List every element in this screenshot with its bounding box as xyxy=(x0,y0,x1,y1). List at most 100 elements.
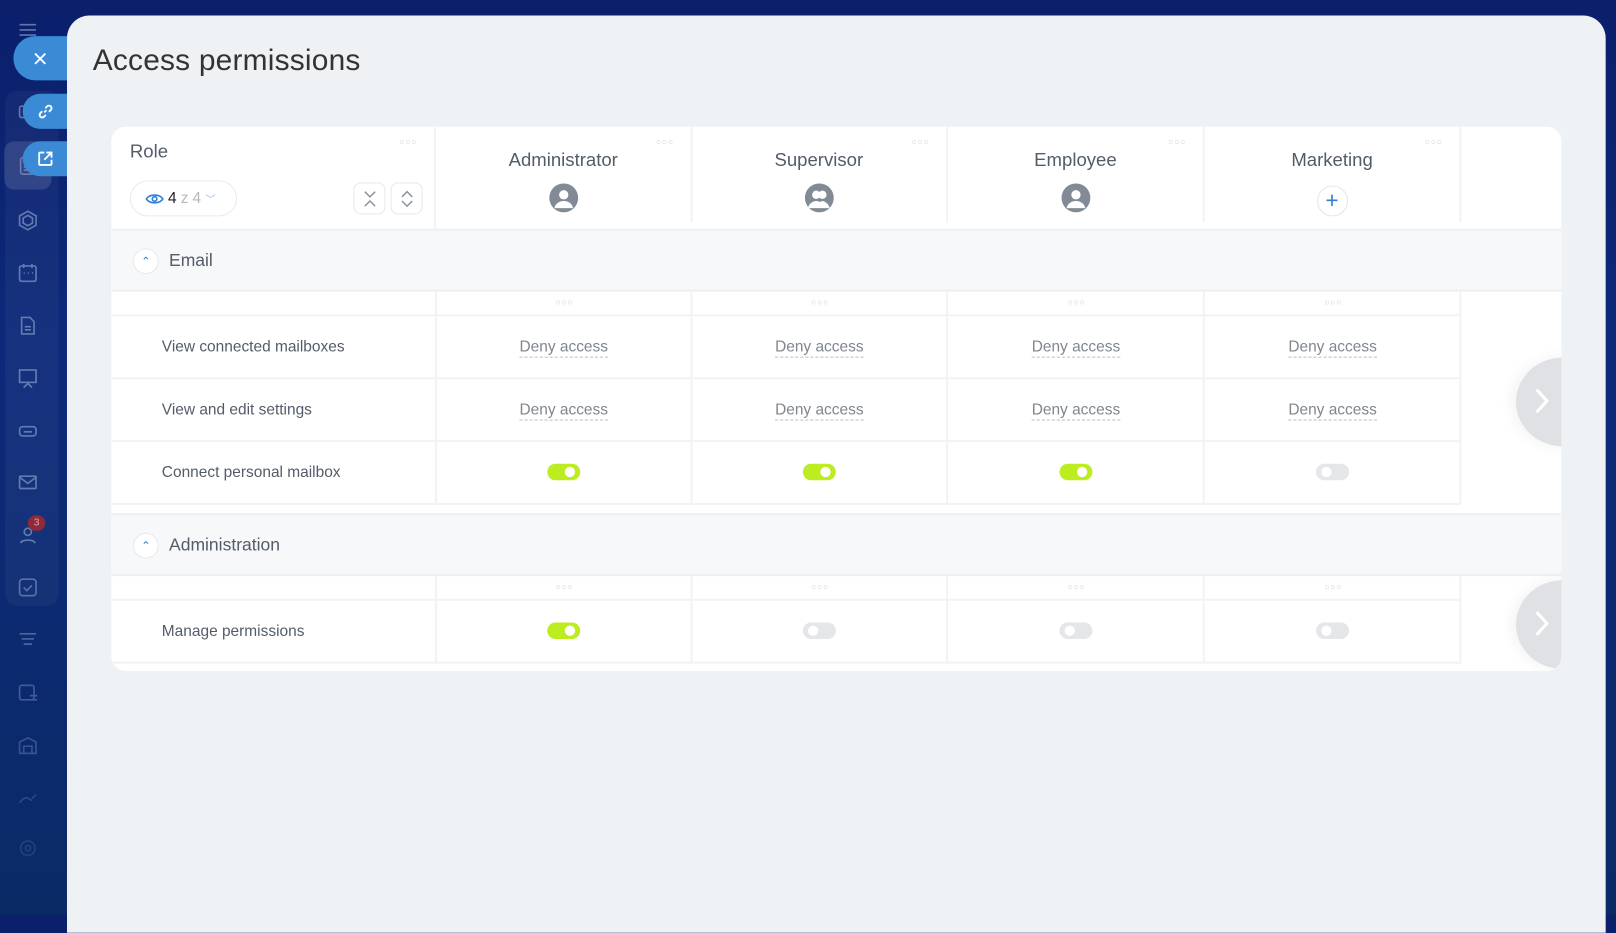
label-cell xyxy=(111,600,437,664)
expand-all-button[interactable] xyxy=(390,182,423,215)
access-level-dropdown[interactable]: Deny access xyxy=(1288,338,1377,358)
permission-label: Connect personal mailbox xyxy=(161,463,341,482)
role-name[interactable]: Administrator xyxy=(508,149,618,171)
board-icon[interactable] xyxy=(14,365,41,392)
permission-cell xyxy=(436,442,693,505)
document-icon[interactable] xyxy=(14,312,41,339)
access-level-dropdown[interactable]: Deny access xyxy=(519,338,608,358)
access-level-dropdown[interactable]: Deny access xyxy=(519,401,608,421)
close-button[interactable] xyxy=(13,36,67,81)
role-name[interactable]: Supervisor xyxy=(774,149,864,171)
more-icon[interactable]: ○○○ xyxy=(555,582,574,592)
more-icon[interactable]: ○○○ xyxy=(1067,297,1086,308)
column-cell: ○○○ xyxy=(1205,291,1462,317)
task-icon[interactable] xyxy=(14,574,41,601)
schedule-icon[interactable] xyxy=(14,679,41,706)
access-level-dropdown[interactable]: Deny access xyxy=(775,401,864,421)
more-icon[interactable]: ○○○ xyxy=(1168,137,1187,147)
user-icon xyxy=(1061,183,1090,213)
chevron-up-icon[interactable]: ⌃ xyxy=(132,248,159,275)
hexagon-icon[interactable] xyxy=(14,207,41,234)
access-permissions-modal: Access permissions Role ○○○ 4 z 4 ﹀ xyxy=(66,15,1606,933)
expand-icon xyxy=(400,190,413,207)
permission-toggle[interactable] xyxy=(1059,463,1093,481)
permission-toggle[interactable] xyxy=(1059,622,1093,639)
permission-cell: Deny access xyxy=(692,379,949,443)
menu-icon[interactable] xyxy=(14,16,41,43)
more-icon[interactable]: ○○○ xyxy=(555,297,574,308)
more-icon[interactable]: ○○○ xyxy=(1067,582,1086,592)
column-cell: ○○○ xyxy=(436,291,693,317)
role-column-header: ○○○ Marketing + xyxy=(1205,126,1462,223)
external-link-icon xyxy=(37,151,52,166)
settings-icon[interactable] xyxy=(14,835,41,862)
permission-label: Manage permissions xyxy=(161,622,305,641)
plus-icon[interactable]: + xyxy=(1316,185,1348,217)
permission-cell xyxy=(948,600,1205,664)
chevron-right-icon xyxy=(1535,388,1549,414)
storage-icon[interactable] xyxy=(14,417,41,444)
permission-toggle[interactable] xyxy=(802,463,836,481)
access-level-dropdown[interactable]: Deny access xyxy=(1031,401,1121,421)
more-icon[interactable]: ○○○ xyxy=(399,137,418,147)
permission-toggle[interactable] xyxy=(547,622,581,639)
visible-roles-dropdown[interactable]: 4 z 4 ﹀ xyxy=(129,180,238,217)
column-cell: ○○○ xyxy=(948,291,1205,317)
role-name[interactable]: Employee xyxy=(1034,149,1117,171)
more-icon[interactable]: ○○○ xyxy=(1324,297,1343,308)
column-cell: ○○○ xyxy=(692,576,949,601)
section-header: ⌃ Administration xyxy=(111,513,1562,577)
warehouse-icon[interactable] xyxy=(14,732,41,759)
permission-label: View connected mailboxes xyxy=(161,338,345,356)
scroll-right-button[interactable] xyxy=(1516,580,1562,669)
calendar-icon[interactable] xyxy=(14,260,41,287)
permission-toggle[interactable] xyxy=(802,622,836,639)
page-title: Access permissions xyxy=(92,44,361,78)
more-icon[interactable]: ○○○ xyxy=(811,297,830,308)
chevron-up-icon[interactable]: ⌃ xyxy=(132,532,159,559)
scroll-right-button[interactable] xyxy=(1516,357,1562,447)
permission-label: View and edit settings xyxy=(161,400,312,419)
filter-icon[interactable] xyxy=(14,627,41,654)
label-cell xyxy=(111,316,437,380)
column-cell: ○○○ xyxy=(692,291,949,317)
open-new-window-button[interactable] xyxy=(22,141,67,177)
user-icon xyxy=(548,183,578,213)
copy-link-button[interactable] xyxy=(22,93,67,129)
permission-cell: Deny access xyxy=(436,379,693,443)
access-level-dropdown[interactable]: Deny access xyxy=(1031,338,1121,358)
sidebar: 3 xyxy=(0,0,67,915)
close-icon xyxy=(34,52,47,65)
permission-toggle[interactable] xyxy=(547,463,581,481)
eye-icon xyxy=(145,193,164,204)
permission-cell xyxy=(436,600,693,664)
column-menu-row: ○○○ ○○○ ○○○ ○○○ xyxy=(111,576,1462,601)
more-icon[interactable]: ○○○ xyxy=(655,137,675,147)
mail-icon[interactable] xyxy=(14,469,41,496)
label-cell xyxy=(111,576,437,601)
link-icon xyxy=(38,104,52,119)
contacts-icon[interactable] xyxy=(14,521,41,548)
role-name[interactable]: Marketing xyxy=(1291,149,1373,171)
more-icon[interactable]: ○○○ xyxy=(911,137,930,147)
section-label: Administration xyxy=(169,534,281,555)
permission-toggle[interactable] xyxy=(1316,463,1350,481)
permission-cell: Deny access xyxy=(1205,316,1462,380)
access-level-dropdown[interactable]: Deny access xyxy=(775,338,864,358)
column-cell: ○○○ xyxy=(948,576,1205,601)
sign-icon[interactable] xyxy=(14,784,41,811)
permission-row: Connect personal mailbox xyxy=(111,442,1462,505)
permission-toggle[interactable] xyxy=(1316,622,1350,639)
access-level-dropdown[interactable]: Deny access xyxy=(1288,401,1377,421)
column-cell: ○○○ xyxy=(436,576,693,601)
permission-row: Manage permissions xyxy=(111,600,1462,664)
more-icon[interactable]: ○○○ xyxy=(1424,137,1443,147)
more-icon[interactable]: ○○○ xyxy=(1324,582,1343,592)
permission-cell: Deny access xyxy=(436,316,693,380)
collapse-all-button[interactable] xyxy=(353,182,386,215)
users-icon xyxy=(804,183,834,213)
more-icon[interactable]: ○○○ xyxy=(811,582,830,592)
role-column-header: ○○○ Employee xyxy=(948,126,1205,223)
visible-count: 4 xyxy=(167,189,177,208)
permission-cell: Deny access xyxy=(692,316,949,380)
